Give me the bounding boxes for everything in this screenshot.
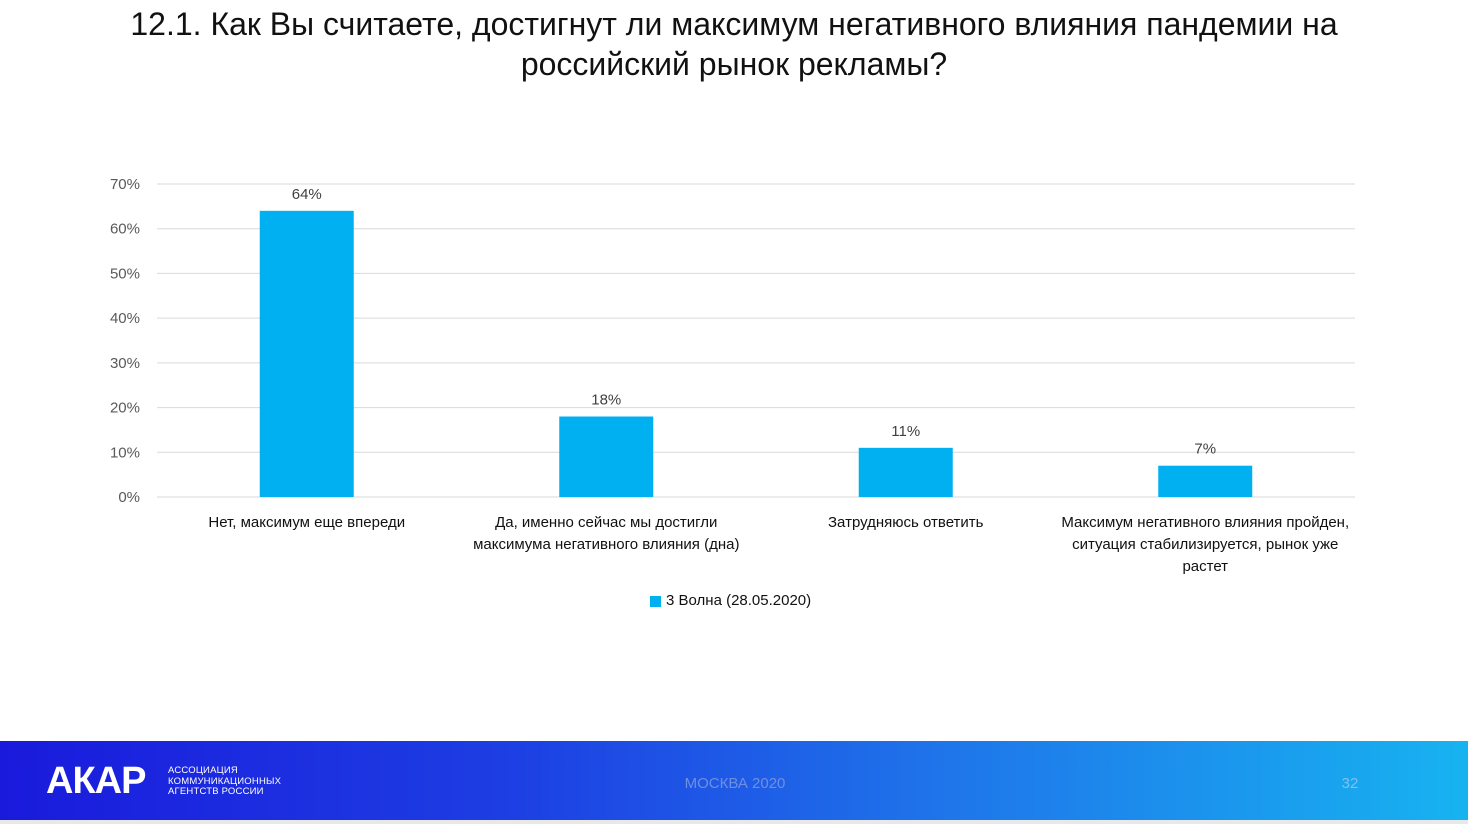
logo-subtitle-line: КОММУНИКАЦИОННЫХ bbox=[168, 775, 282, 787]
y-tick-label: 70% bbox=[110, 176, 140, 193]
y-tick-label: 0% bbox=[118, 489, 140, 506]
akar-logo: АКАР bbox=[46, 760, 146, 802]
bar-chart: 0% 10% 20% 30% 40% 50% 60% 70% 64% 18% 11% 7% bbox=[110, 176, 1355, 506]
y-tick-label: 40% bbox=[110, 310, 140, 327]
legend-swatch bbox=[650, 595, 661, 607]
data-label: 11% bbox=[891, 423, 920, 440]
chart-legend: 3 Волна (28.05.2020) bbox=[650, 591, 811, 611]
y-axis-ticks: 0% 10% 20% 30% 40% 50% 60% 70% bbox=[110, 176, 140, 506]
logo-subtitle-line: АГЕНТСТВ РОССИИ bbox=[168, 786, 264, 797]
y-tick-label: 10% bbox=[110, 444, 140, 461]
y-tick-label: 20% bbox=[110, 400, 140, 417]
x-tick-label: Затрудняюсь ответить bbox=[828, 514, 984, 531]
logo-subtitle: АССОЦИАЦИЯ КОММУНИКАЦИОННЫХ АГЕНТСТВ РОС… bbox=[168, 765, 282, 798]
x-tick-label: Нет, максимум еще впереди bbox=[208, 514, 406, 531]
x-tick-label: Максимум негативного влияния пройден, си… bbox=[1061, 514, 1350, 575]
data-labels: 64% 18% 11% 7% bbox=[292, 186, 1216, 458]
chart-bars bbox=[259, 210, 1253, 498]
y-tick-label: 30% bbox=[110, 355, 140, 372]
bar bbox=[559, 416, 654, 497]
y-tick-label: 50% bbox=[110, 265, 140, 282]
y-tick-label: 60% bbox=[110, 221, 140, 238]
footer-bar: АКАР АССОЦИАЦИЯ КОММУНИКАЦИОННЫХ АГЕНТСТ… bbox=[0, 741, 1468, 820]
chart-gridlines bbox=[157, 183, 1355, 498]
footer-divider bbox=[0, 820, 1468, 824]
data-label: 64% bbox=[292, 186, 322, 203]
x-tick-label: Да, именно сейчас мы достигли максимума … bbox=[473, 514, 740, 553]
data-label: 18% bbox=[591, 392, 621, 409]
bar bbox=[858, 447, 953, 497]
slide-title: 12.1. Как Вы считаете, достигнут ли макс… bbox=[130, 6, 1338, 82]
data-label: 7% bbox=[1194, 441, 1216, 458]
footer-city: МОСКВА 2020 bbox=[684, 775, 786, 792]
bar bbox=[259, 210, 354, 498]
page-number: 32 bbox=[1341, 775, 1359, 792]
logo-subtitle-line: АССОЦИАЦИЯ bbox=[168, 765, 238, 776]
bar bbox=[1158, 465, 1253, 497]
legend-label: 3 Волна (28.05.2020) bbox=[666, 592, 812, 609]
